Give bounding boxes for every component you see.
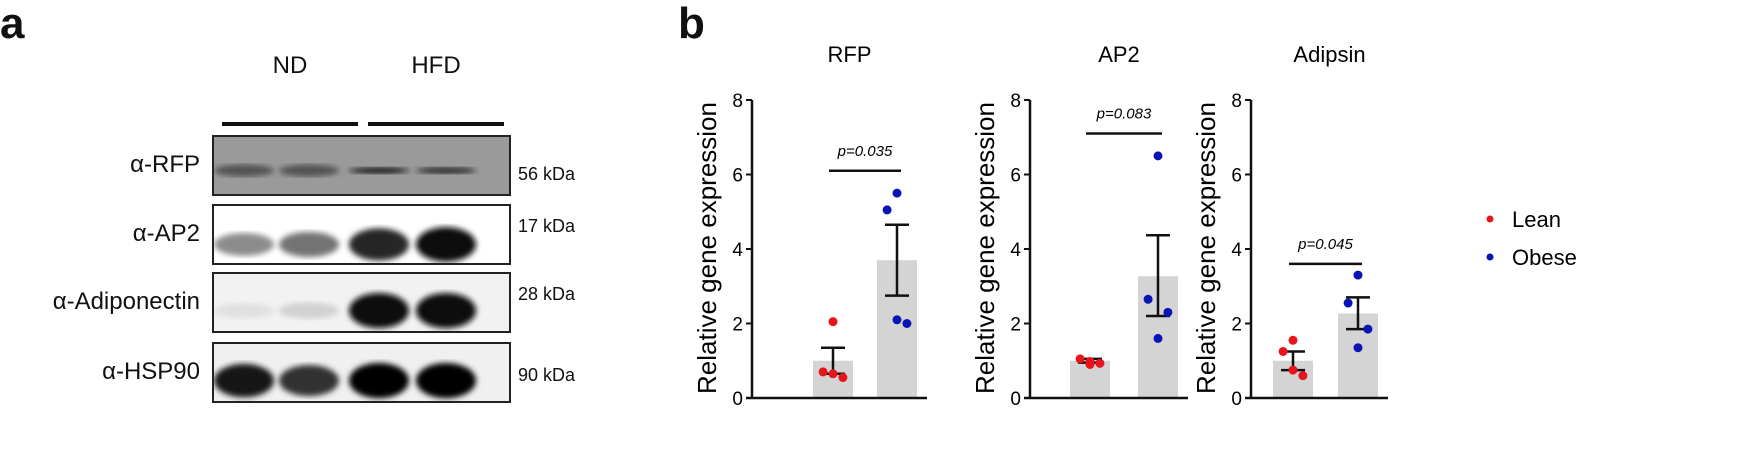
band: [416, 362, 476, 399]
data-point-obese: [1153, 151, 1163, 161]
y-tick-label: 0: [732, 389, 743, 410]
y-tick-label: 6: [1010, 166, 1021, 187]
data-point-lean: [828, 369, 838, 379]
legend-label: Lean: [1512, 207, 1561, 232]
data-point-obese: [892, 315, 902, 325]
antibody-label: α-HSP90: [102, 357, 200, 385]
panel-letter-a: a: [0, 0, 25, 48]
band: [349, 228, 409, 261]
data-point-obese: [1353, 343, 1363, 353]
data-point-lean: [818, 367, 828, 377]
band: [214, 164, 274, 177]
y-axis-label: Relative gene expression: [970, 102, 1000, 394]
blot-image: [212, 135, 511, 196]
data-point-obese: [882, 205, 892, 215]
legend-marker-obese: [1486, 253, 1494, 261]
data-point-obese: [1353, 270, 1363, 280]
p-value-label: p=0.083: [1096, 106, 1152, 123]
y-tick-label: 6: [1231, 166, 1242, 187]
band: [416, 227, 476, 262]
y-tick-label: 6: [732, 166, 743, 187]
group-label-hfd: HFD: [411, 52, 461, 79]
data-point-lean: [838, 373, 848, 383]
panel-letter-b: b: [678, 0, 705, 48]
y-axis-label: Relative gene expression: [692, 102, 722, 394]
data-point-lean: [1075, 354, 1085, 364]
y-tick-label: 8: [1231, 91, 1242, 112]
y-axis-label: Relative gene expression: [1191, 102, 1221, 394]
molecular-weight-marker: 90 kDa: [518, 365, 576, 385]
chart-adipsin: Adipsin Relative gene expression 0 2 4 6 8 p=0.…: [1191, 42, 1388, 410]
data-point-lean: [1085, 356, 1095, 366]
data-point-obese: [892, 188, 902, 198]
data-point-obese: [1163, 307, 1173, 317]
legend-label: Obese: [1512, 245, 1577, 270]
legend: Lean Obese: [1486, 207, 1577, 270]
data-point-obese: [1363, 324, 1373, 334]
band: [214, 233, 274, 256]
chart-rfp: RFP Relative gene expression 0 2 4 6 8 p=0.035: [692, 42, 927, 410]
data-point-lean: [828, 317, 838, 327]
data-point-lean: [1278, 346, 1288, 356]
p-value-label: p=0.035: [837, 143, 893, 160]
chart-ap2: AP2 Relative gene expression 0 2 4 6 8 p=0.083: [970, 42, 1188, 410]
group-bar-hfd: [368, 122, 504, 126]
blot-image: [212, 342, 511, 403]
data-point-obese: [1143, 294, 1153, 304]
data-point-lean: [1288, 335, 1298, 345]
band: [416, 167, 476, 174]
band: [349, 167, 409, 174]
band: [349, 362, 409, 399]
group-label-nd: ND: [272, 52, 308, 79]
y-tick-label: 8: [732, 91, 743, 112]
data-point-lean: [1298, 371, 1308, 381]
y-tick-label: 0: [1231, 389, 1242, 410]
band: [214, 303, 274, 319]
data-point-obese: [902, 319, 912, 328]
y-tick-label: 8: [1010, 91, 1021, 112]
y-tick-label: 4: [1231, 240, 1242, 261]
chart-title: Adipsin: [1293, 42, 1365, 67]
y-tick-label: 4: [732, 240, 743, 261]
y-tick-label: 0: [1010, 389, 1021, 410]
y-tick-label: 4: [1010, 240, 1021, 261]
band: [349, 292, 409, 329]
data-point-lean: [1288, 365, 1298, 375]
antibody-label: α-Adiponectin: [52, 287, 200, 315]
band: [279, 365, 339, 397]
band: [416, 292, 476, 329]
blot-image: [212, 272, 511, 333]
blot-image: [212, 204, 511, 265]
band: [279, 231, 339, 258]
band: [279, 164, 339, 177]
chart-title: AP2: [1098, 42, 1140, 67]
legend-marker-lean: [1486, 215, 1494, 223]
antibody-label: α-RFP: [130, 150, 200, 178]
band: [279, 302, 339, 319]
antibody-label: α-AP2: [132, 219, 200, 247]
molecular-weight-marker: 56 kDa: [518, 164, 576, 184]
y-tick-label: 2: [732, 315, 743, 336]
chart-title: RFP: [828, 42, 872, 67]
data-point-obese: [1343, 298, 1353, 308]
molecular-weight-marker: 17 kDa: [518, 216, 576, 236]
y-tick-label: 2: [1231, 315, 1242, 336]
data-point-obese: [1153, 333, 1163, 343]
y-tick-label: 2: [1010, 315, 1021, 336]
p-value-label: p=0.045: [1297, 236, 1353, 253]
group-bar-nd: [222, 122, 358, 126]
molecular-weight-marker: 28 kDa: [518, 284, 576, 304]
data-point-lean: [1095, 358, 1105, 368]
band: [214, 363, 274, 398]
